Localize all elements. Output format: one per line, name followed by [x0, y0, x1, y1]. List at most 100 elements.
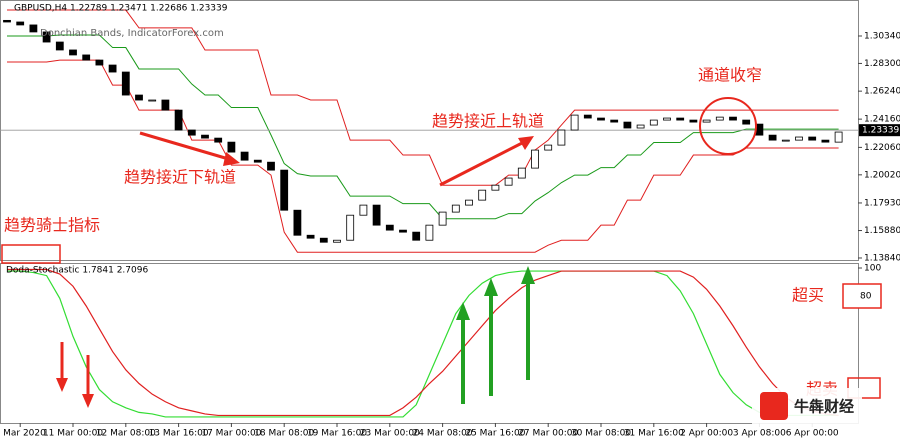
stoch-frame — [0, 263, 859, 424]
last-price-box — [859, 124, 900, 137]
candle — [557, 129, 566, 146]
candle — [412, 231, 421, 241]
candle — [649, 119, 658, 126]
candle — [583, 114, 592, 119]
x-tick-label: 31 Mar 16:00 — [624, 429, 684, 439]
candle — [161, 99, 170, 111]
candle — [227, 141, 236, 153]
x-tick-label: 9 Mar 2020 — [0, 429, 46, 439]
series-line — [7, 268, 839, 417]
arrow-head — [82, 394, 94, 408]
candle — [729, 116, 737, 121]
y-tick-label: 1.13840 — [864, 253, 900, 263]
candle — [544, 144, 553, 151]
x-tick-label: 2 Apr 00:00 — [680, 429, 733, 439]
x-tick-label: 24 Mar 08:00 — [413, 429, 473, 439]
y-tick-label: 1.15880 — [864, 226, 900, 236]
x-tick-label: 25 Mar 16:00 — [465, 429, 525, 439]
candle — [689, 119, 698, 123]
arrows — [56, 342, 94, 408]
logo-icon — [760, 392, 788, 420]
candle — [451, 204, 460, 213]
arrow-head — [484, 278, 498, 296]
candle — [253, 159, 262, 163]
y-tick-label: 1.28300 — [864, 59, 900, 69]
candle — [240, 151, 249, 161]
annotation-box — [842, 283, 882, 309]
arrow-head — [521, 266, 535, 284]
candle — [346, 214, 355, 241]
candle — [187, 129, 196, 136]
chart-title: GBPUSD,H4 1.22789 1.23471 1.22686 1.2333… — [14, 4, 228, 14]
series-line — [7, 59, 839, 253]
candle — [82, 54, 91, 61]
candle — [465, 199, 473, 206]
arrow — [439, 138, 529, 187]
arrow-head — [223, 152, 240, 166]
arrows — [456, 266, 535, 404]
highlight-circle — [699, 97, 757, 155]
candle — [267, 161, 275, 171]
candle — [623, 121, 632, 129]
candle — [55, 41, 64, 51]
candle — [385, 224, 394, 231]
indicator-title: Doda-Stochastic 1.7841 2.7096 — [6, 266, 148, 276]
annotation: 趋势接近上轨道 — [432, 112, 544, 131]
x-tick-label: 23 Mar 00:00 — [360, 429, 420, 439]
y-tick-label: 1.17930 — [864, 198, 900, 208]
y-tick-label: 1.26240 — [864, 87, 900, 97]
candle — [16, 21, 25, 26]
x-tick-label: 30 Mar 08:00 — [571, 429, 631, 439]
y-tick-label: 1.20020 — [864, 170, 900, 180]
last-price-label: 1.23339 — [862, 126, 899, 136]
candle — [148, 99, 157, 102]
arrow-head — [456, 302, 470, 320]
candle — [135, 94, 143, 101]
series-line — [7, 9, 839, 186]
annotation: 通道收窄 — [698, 66, 762, 85]
annotation: 趋势接近下轨道 — [124, 168, 236, 187]
y-tick-label: 100 — [864, 264, 881, 274]
candle — [795, 136, 803, 141]
candle — [768, 134, 777, 141]
candle — [636, 124, 645, 129]
y-tick-label: 1.30340 — [864, 31, 900, 41]
candle — [201, 134, 209, 139]
candle — [95, 59, 104, 66]
candle — [504, 177, 513, 186]
candle — [702, 119, 711, 123]
candle — [214, 137, 223, 143]
logo: 牛犇财经 — [794, 398, 854, 416]
x-tick-label: 17 Mar 00:00 — [201, 429, 261, 439]
annotation: 趋势骑士指标 — [4, 216, 100, 235]
candle — [531, 149, 539, 169]
x-tick-label: 3 Apr 08:00 — [733, 429, 786, 439]
candle — [610, 119, 619, 123]
arrow-head — [518, 136, 534, 150]
annotation-box — [1, 244, 61, 264]
candle — [121, 71, 130, 96]
candle — [478, 189, 487, 201]
candle — [359, 204, 368, 216]
candle — [570, 114, 579, 131]
candle — [306, 234, 315, 239]
x-tick-label: 19 Mar 16:00 — [307, 429, 367, 439]
x-tick-label: 11 Mar 00:00 — [43, 429, 103, 439]
candle — [3, 19, 11, 23]
candle — [425, 224, 434, 241]
candle — [372, 204, 381, 226]
watermark: Donchian Bands, IndicatorForex.com — [40, 28, 224, 39]
candle — [821, 139, 830, 143]
arrow — [139, 131, 233, 162]
x-tick-label: 13 Mar 16:00 — [149, 429, 209, 439]
candle — [293, 209, 302, 236]
candle — [676, 117, 685, 121]
candle — [42, 31, 51, 43]
candle — [742, 119, 751, 125]
annotation: 80 — [860, 292, 872, 302]
marks: 1.30340 1.28300 1.26240 1.24160 1.22060 1.200… — [0, 9, 900, 439]
candle — [517, 167, 526, 179]
candle — [597, 117, 605, 121]
